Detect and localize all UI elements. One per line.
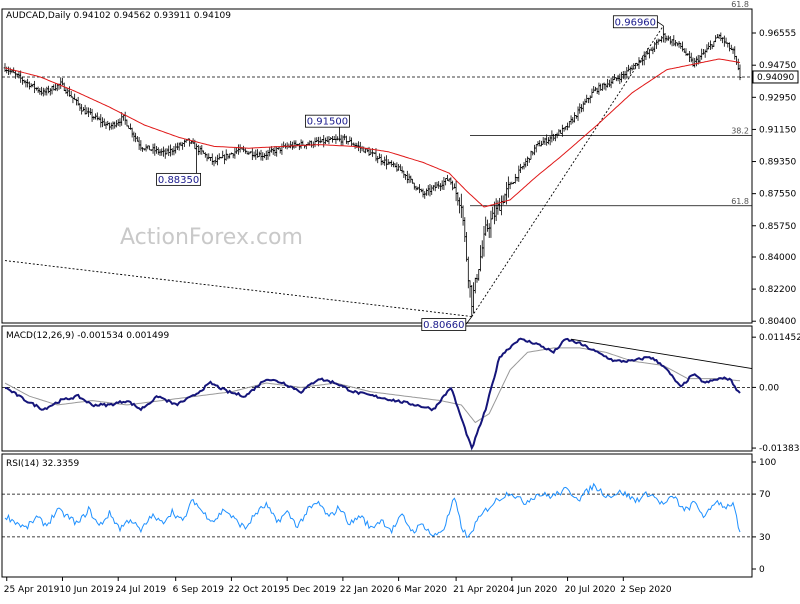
- y-tick-label: 0.91150: [759, 125, 796, 135]
- y-tick-label: 0.80400: [759, 317, 796, 327]
- y-tick-label: 0.92950: [759, 93, 796, 103]
- macd-plot: [2, 337, 753, 451]
- y-tick-label: 0.011452: [759, 333, 800, 343]
- y-tick-label: 0.00: [759, 383, 779, 393]
- x-tick-label: 20 Jul 2020: [565, 585, 616, 595]
- y-tick-label: 0.89350: [759, 158, 796, 168]
- macd-signal-line: [4, 347, 741, 424]
- x-tick-label: 21 Apr 2020: [453, 585, 509, 595]
- y-tick-label: 0.85750: [759, 222, 796, 232]
- price-annotations: 0.96960 0.91500 0.88350 0.80660: [156, 15, 664, 331]
- watermark: ActionForex.com: [120, 225, 303, 250]
- y-tick-label: 0.82200: [759, 285, 796, 295]
- ohlc-bar: [738, 64, 742, 81]
- callout-box: [612, 15, 658, 29]
- macd-trendline: [570, 338, 753, 369]
- x-tick-label: 24 Jul 2019: [115, 585, 166, 595]
- y-tick-label: 0.84000: [759, 253, 796, 263]
- price-plot: 61.8 38.2 61.8: [2, 0, 752, 318]
- x-tick-label: 25 Apr 2019: [4, 585, 60, 595]
- x-tick-label: 5 Dec 2019: [284, 585, 336, 595]
- callout-line: [465, 316, 473, 325]
- x-tick-label: 4 Jun 2020: [509, 585, 558, 595]
- x-tick-label: 22 Jan 2020: [340, 585, 394, 595]
- y-tick-label: 0: [759, 565, 765, 575]
- rsi-title: RSI(14) 32.3359: [6, 459, 79, 469]
- price-y-axis: 0.96555 0.94750 0.92950 0.91150 0.89350 0.875…: [752, 29, 799, 327]
- price-pane-frame: [1, 8, 753, 324]
- x-tick-label: 6 Sep 2019: [173, 585, 225, 595]
- macd-title: MACD(12,26,9) -0.001534 0.001499: [6, 331, 169, 341]
- y-tick-label: 100: [759, 458, 776, 468]
- macd-pane-frame: [1, 325, 753, 452]
- x-tick-label: 10 Jun 2019: [59, 585, 113, 595]
- current-price-box: [752, 70, 799, 84]
- x-tick-label: 6 Mar 2020: [396, 585, 448, 595]
- rsi-line: [4, 482, 741, 538]
- y-tick-label: 0.87550: [759, 190, 796, 200]
- y-tick-label: 30: [759, 533, 771, 543]
- callout-line: [657, 21, 664, 27]
- callout-label: 0.88350: [158, 175, 199, 186]
- x-tick-label: 2 Sep 2020: [620, 585, 672, 595]
- x-tick-label: 22 Oct 2019: [228, 585, 284, 595]
- callout-box: [156, 172, 201, 186]
- x-axis: 25 Apr 2019 10 Jun 2019 24 Jul 2019 6 Sep 2…: [4, 577, 672, 595]
- fib-label: 38.2: [731, 126, 749, 135]
- moving-average-line: [4, 58, 741, 208]
- rsi-pane-frame: [1, 453, 753, 578]
- fib-label: 61.8: [731, 197, 749, 206]
- callout-box: [421, 318, 467, 331]
- fib-label: 61.8: [731, 0, 749, 9]
- callout-box: [305, 114, 350, 128]
- rsi-y-axis: 100 70 30 0: [752, 458, 776, 575]
- price-chart-title: AUDCAD,Daily 0.94102 0.94562 0.93911 0.9…: [6, 11, 231, 21]
- callout-label: 0.91500: [307, 117, 348, 128]
- y-tick-label: 0.96555: [759, 29, 796, 39]
- callout-label: 0.96960: [615, 17, 656, 28]
- y-tick-label: 70: [759, 490, 771, 500]
- callout-label: 0.80660: [423, 320, 464, 331]
- macd-line: [4, 337, 741, 451]
- y-tick-label: 0.94750: [759, 61, 796, 71]
- rsi-plot: [2, 482, 752, 538]
- current-price-label: 0.94090: [757, 73, 794, 83]
